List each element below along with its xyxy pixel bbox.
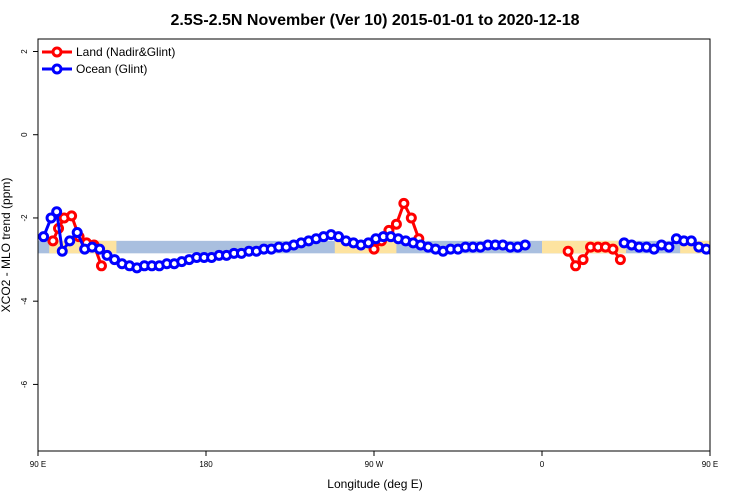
x-tick-label: 90 W (365, 460, 384, 469)
land-point (570, 260, 582, 272)
y-axis: 2 0 -2 -4 -6 (20, 49, 38, 388)
x-axis: 90 E 180 90 W 0 90 E (30, 451, 718, 469)
land-point (368, 243, 380, 255)
chart-title: 2.5S-2.5N November (Ver 10) 2015-01-01 t… (170, 12, 579, 29)
ocean-point (663, 241, 675, 253)
ocean-point (725, 243, 733, 251)
legend-ocean-marker (51, 63, 63, 75)
ocean-point (45, 212, 57, 224)
ocean-point (740, 247, 748, 255)
y-tick-label: -2 (20, 214, 29, 222)
ocean-point (519, 239, 531, 251)
legend-land-label: Land (Nadir&Glint) (76, 45, 175, 59)
x-tick-label: 90 E (30, 460, 46, 469)
x-tick-label: 180 (199, 460, 213, 469)
ocean-point (64, 235, 76, 247)
land-point (614, 254, 626, 266)
x-axis-label: Longitude (deg E) (327, 477, 422, 491)
land-point (95, 260, 107, 272)
ocean-point (94, 243, 106, 255)
ocean-point (732, 245, 740, 253)
ocean-point (717, 241, 725, 249)
x-tick-label: 0 (540, 460, 545, 469)
land-point (398, 197, 410, 209)
ocean-point (71, 227, 83, 239)
land-point (405, 212, 417, 224)
ocean-point (685, 235, 697, 247)
ocean-point (708, 247, 710, 256)
y-tick-label: 2 (20, 49, 29, 54)
land-point (607, 243, 619, 255)
land-point (577, 254, 589, 266)
ocean-point (700, 243, 710, 255)
y-axis-label: XCO2 - MLO trend (ppm) (0, 178, 13, 313)
series-layer (38, 197, 748, 274)
ocean-point (38, 231, 50, 243)
y-tick-label: -6 (20, 380, 29, 388)
legend-land-marker (51, 46, 63, 58)
land-point (562, 245, 574, 257)
x-tick-label: 90 E (702, 460, 718, 469)
ocean-point (56, 245, 68, 257)
land-point (66, 210, 78, 222)
y-tick-label: -4 (20, 297, 29, 305)
y-tick-label: 0 (20, 132, 29, 137)
legend: Land (Nadir&Glint) Ocean (Glint) (42, 45, 175, 76)
legend-ocean-label: Ocean (Glint) (76, 62, 147, 76)
land-point (47, 235, 59, 247)
ocean-point (51, 206, 63, 218)
land-point (390, 218, 402, 230)
